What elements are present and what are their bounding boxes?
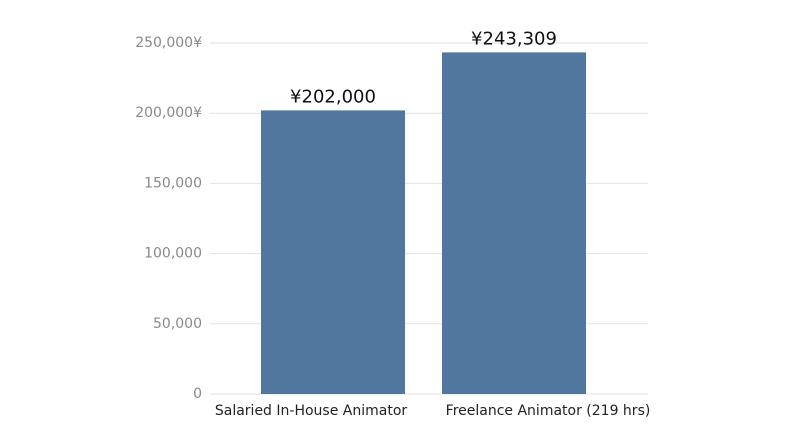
bar [442, 52, 586, 394]
bar [261, 110, 405, 394]
value-label: ¥243,309 [471, 28, 557, 49]
y-tick-label: 250,000¥ [135, 35, 202, 51]
y-tick-label: 200,000¥ [135, 105, 202, 121]
x-tick-label: Salaried In-House Animator [215, 403, 408, 419]
x-tick-label: Freelance Animator (219 hrs) [446, 403, 651, 419]
y-tick-label: 50,000 [153, 316, 202, 332]
y-tick-label: 100,000 [144, 246, 202, 262]
y-tick-label: 0 [193, 386, 202, 402]
value-label: ¥202,000 [290, 86, 376, 107]
y-tick-label: 150,000 [144, 175, 202, 191]
